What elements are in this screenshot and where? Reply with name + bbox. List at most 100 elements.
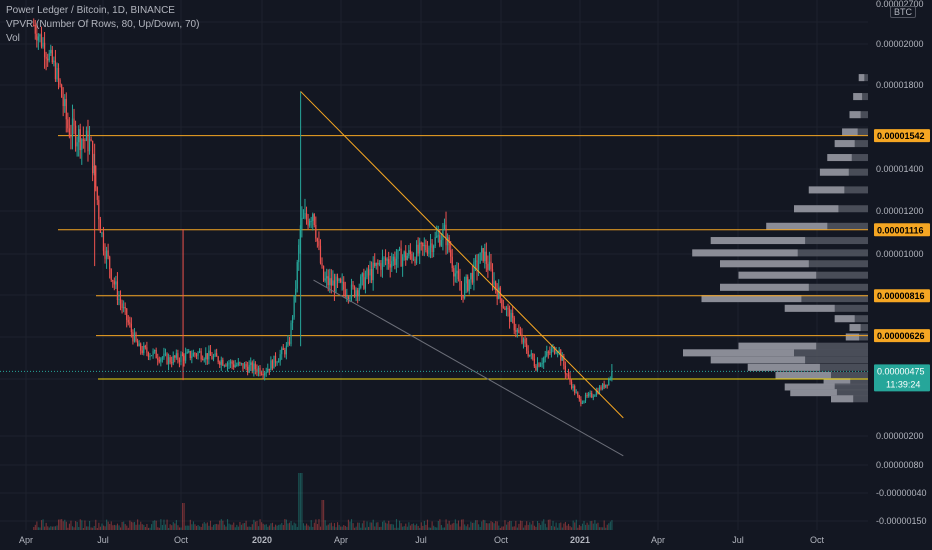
candle-body — [557, 351, 559, 353]
candle-body — [375, 262, 377, 266]
volume-bar — [234, 527, 236, 530]
volume-bar — [533, 525, 535, 530]
volume-bar — [194, 524, 196, 530]
candle-body — [33, 24, 35, 26]
vpvr-bar-up — [738, 342, 817, 350]
level-badge-label: 0.00001542 — [877, 131, 925, 141]
volume-bar — [75, 521, 77, 530]
candle-body — [61, 84, 63, 98]
last-price-badge — [874, 364, 930, 392]
candle-body — [285, 345, 287, 355]
candle-body — [524, 338, 526, 344]
candle-body — [561, 356, 563, 361]
price-tick-label: 0.00001200 — [876, 206, 924, 216]
volume-bar — [524, 525, 526, 530]
volume-bar — [313, 522, 315, 530]
volume-bar — [133, 521, 136, 530]
vpvr-bar-up — [794, 205, 839, 213]
candle-body — [378, 263, 380, 265]
candle-body — [257, 367, 260, 373]
candle-body — [194, 353, 196, 355]
volume-bar — [433, 525, 435, 530]
candle-body — [186, 351, 188, 354]
candle-body — [586, 395, 588, 397]
candle-body — [276, 362, 278, 364]
level-badge-label: 0.00000626 — [877, 331, 925, 341]
candle-body — [366, 269, 368, 278]
candle-body — [462, 294, 464, 299]
candle-body — [380, 263, 382, 270]
candle-body — [363, 273, 365, 289]
candle-body — [212, 356, 215, 360]
volume-bar — [447, 523, 449, 530]
volume-bar — [462, 519, 464, 530]
candle-body — [580, 399, 582, 404]
candle-body — [584, 395, 587, 401]
candle-body — [177, 353, 179, 360]
level-badge — [874, 329, 930, 343]
candle-body — [90, 138, 92, 141]
price-axis: 0.00002700 0.00002000 0.00001800 0.00001400… — [874, 0, 930, 526]
candle-body — [99, 219, 101, 233]
currency-unit-badge[interactable]: BTC — [890, 6, 916, 18]
candle-body — [569, 376, 571, 382]
candle-body — [364, 277, 367, 289]
volume-bar — [386, 523, 388, 530]
volume-bar — [65, 521, 67, 530]
volume-bar — [335, 527, 337, 530]
volume-bar — [62, 521, 64, 530]
volume-bar — [470, 521, 472, 530]
candle-body — [536, 363, 539, 371]
candle-body — [71, 118, 74, 137]
vpvr-histogram — [683, 74, 868, 403]
candle-body — [451, 256, 453, 269]
candle-body — [136, 341, 139, 347]
candle-body — [202, 359, 204, 361]
candle-body — [319, 245, 322, 263]
candle-body — [42, 42, 44, 47]
volume-bar — [374, 526, 376, 530]
time-tick-label: Jul — [732, 535, 744, 545]
volume-bar — [200, 526, 202, 530]
volume-bar — [360, 527, 362, 530]
candle-body — [305, 213, 308, 220]
candle-body — [161, 357, 163, 359]
volume-bar — [588, 524, 590, 530]
volume-bar — [574, 522, 576, 530]
vpvr-bar-up — [858, 74, 865, 82]
volume-bar — [87, 526, 89, 530]
volume-bar — [244, 522, 246, 530]
candle-body — [391, 261, 393, 268]
volume-bar — [340, 526, 342, 530]
volume-bar — [51, 526, 53, 530]
candle-body — [389, 264, 391, 268]
volume-bar — [225, 526, 227, 530]
time-tick-label: Apr — [19, 535, 33, 545]
candle-body — [39, 34, 41, 37]
volume-bar — [160, 519, 162, 530]
volume-bar — [461, 519, 463, 530]
volume-bar — [205, 523, 207, 530]
volume-bar — [309, 526, 311, 530]
volume-bar — [169, 524, 171, 530]
candle-body — [96, 187, 98, 200]
candle-body — [340, 279, 342, 282]
candle-body — [211, 355, 213, 360]
volume-bar — [304, 525, 306, 530]
vpvr-bar-up — [849, 111, 861, 119]
candle-body — [259, 367, 261, 374]
volume-bar — [251, 524, 253, 530]
candle-body — [570, 381, 573, 389]
volume-bar — [592, 523, 594, 530]
candle-body — [105, 250, 108, 259]
volume-bar — [177, 525, 179, 530]
candle-body — [70, 136, 72, 138]
volume-bar — [47, 526, 49, 530]
candle-body — [229, 361, 232, 364]
volume-bar — [327, 524, 329, 530]
volume-bar — [278, 524, 280, 530]
candle-body — [73, 118, 75, 126]
candle-body — [518, 329, 520, 333]
candle-body — [318, 241, 320, 246]
